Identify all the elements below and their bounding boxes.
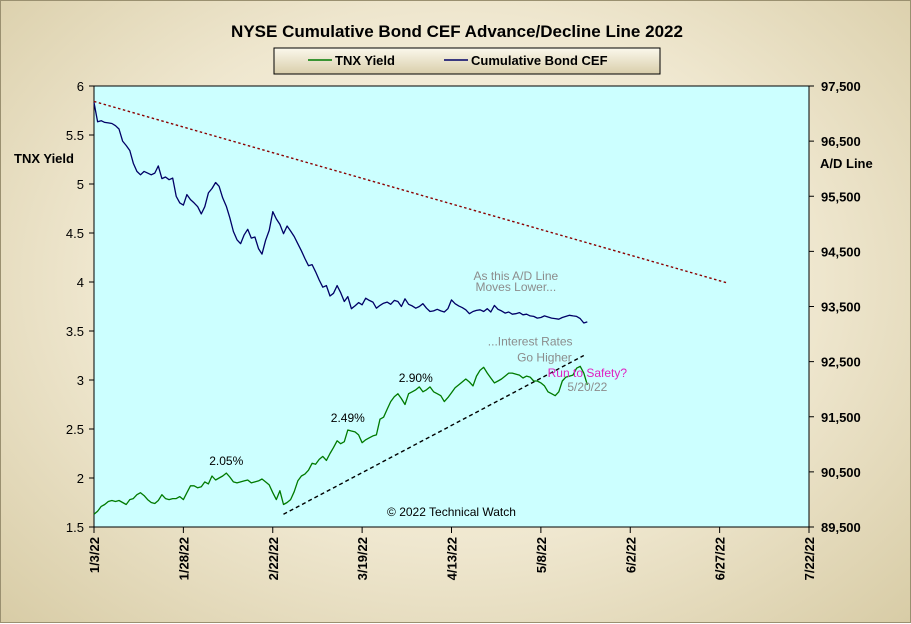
data-labels: 2.05% 2.49% 2.90% xyxy=(209,371,433,468)
y-left-tick-label: 1.5 xyxy=(66,520,84,535)
x-tick-label: 5/8/22 xyxy=(534,537,549,573)
y-right-tick-label: 97,500 xyxy=(821,79,861,94)
legend-label-tnx: TNX Yield xyxy=(335,53,395,68)
legend-box xyxy=(273,47,661,75)
x-tick-label: 6/27/22 xyxy=(713,537,728,580)
tnx-data-label: 2.05% xyxy=(209,454,243,468)
tnx-data-label: 2.90% xyxy=(399,371,433,385)
y-right-tick-label: 90,500 xyxy=(821,465,861,480)
x-tick-label: 3/19/22 xyxy=(355,537,370,580)
y-left-tick-label: 4.5 xyxy=(66,226,84,241)
cumulative-bond-cef-line xyxy=(93,102,588,324)
annotation-text: 5/20/22 xyxy=(567,380,607,394)
tnx-yield-line xyxy=(93,365,588,515)
plot-area xyxy=(93,85,810,528)
x-tick-label: 1/3/22 xyxy=(87,537,102,573)
y-right-tick-label: 96,500 xyxy=(821,134,861,149)
tnx-data-label: 2.49% xyxy=(331,411,365,425)
annotation-text: ...Interest Rates xyxy=(488,335,573,349)
y-left-tick-label: 5.5 xyxy=(66,128,84,143)
x-tick-label: 4/13/22 xyxy=(445,537,460,580)
y-left-tick-label: 6 xyxy=(77,79,84,94)
annotation-text: Moves Lower... xyxy=(475,280,556,294)
y-right-axis-label: A/D Line xyxy=(820,156,873,171)
annotation-text: Go Higher xyxy=(517,350,572,364)
y-left-tick-label: 2.5 xyxy=(66,422,84,437)
y-left-tick-label: 4 xyxy=(77,275,84,290)
y-left-tick-label: 2 xyxy=(77,471,84,486)
chart-title: NYSE Cumulative Bond CEF Advance/Decline… xyxy=(231,22,683,41)
y-right-tick-label: 95,500 xyxy=(821,189,861,204)
y-right-tick-label: 89,500 xyxy=(821,520,861,535)
y-left-ticks: 1.5 2 2.5 3 3.5 4 4.5 5 5.5 6 xyxy=(66,79,94,535)
annotation-text: As this A/D Line xyxy=(473,269,558,283)
y-right-ticks: 89,500 90,500 91,500 92,500 93,500 94,500 95,5… xyxy=(809,79,861,535)
annotation-text: © 2022 Technical Watch xyxy=(387,505,516,519)
uptrend-line xyxy=(283,354,585,515)
y-left-tick-label: 3.5 xyxy=(66,324,84,339)
legend-label-cef: Cumulative Bond CEF xyxy=(471,53,608,68)
x-tick-label: 2/22/22 xyxy=(266,537,281,580)
trendlines xyxy=(93,100,727,515)
y-left-tick-label: 3 xyxy=(77,373,84,388)
y-left-tick-label: 5 xyxy=(77,177,84,192)
y-left-axis-label: TNX Yield xyxy=(14,151,74,166)
x-tick-label: 1/28/22 xyxy=(176,537,191,580)
x-tick-label: 7/22/22 xyxy=(802,537,817,580)
x-ticks: 1/3/22 1/28/22 2/22/22 3/19/22 4/13/22 5/8/22… xyxy=(87,527,817,580)
x-tick-label: 6/2/22 xyxy=(623,537,638,573)
y-right-tick-label: 94,500 xyxy=(821,244,861,259)
series-lines xyxy=(93,102,588,515)
y-right-tick-label: 93,500 xyxy=(821,300,861,315)
y-right-tick-label: 91,500 xyxy=(821,410,861,425)
y-right-tick-label: 92,500 xyxy=(821,355,861,370)
annotation-text: Run to Safety? xyxy=(548,366,628,380)
